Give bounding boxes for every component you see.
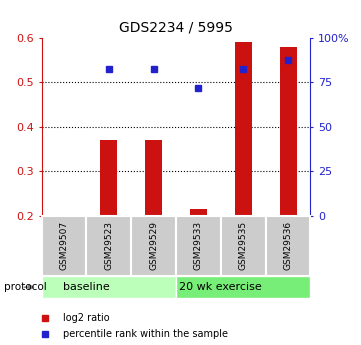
Text: log2 ratio: log2 ratio bbox=[63, 313, 110, 323]
Bar bbox=[100, 140, 117, 216]
Text: percentile rank within the sample: percentile rank within the sample bbox=[63, 329, 228, 339]
Bar bbox=[42, 216, 86, 276]
Bar bbox=[176, 276, 310, 298]
Text: GSM29507: GSM29507 bbox=[60, 221, 69, 270]
Text: GSM29533: GSM29533 bbox=[194, 221, 203, 270]
Bar bbox=[131, 216, 176, 276]
Bar bbox=[176, 216, 221, 276]
Text: GSM29529: GSM29529 bbox=[149, 221, 158, 270]
Bar bbox=[235, 42, 252, 216]
Text: 20 wk exercise: 20 wk exercise bbox=[179, 282, 262, 292]
Bar bbox=[86, 216, 131, 276]
Text: baseline: baseline bbox=[63, 282, 110, 292]
Bar bbox=[42, 276, 176, 298]
Text: GSM29523: GSM29523 bbox=[104, 221, 113, 270]
Bar bbox=[279, 47, 297, 216]
Title: GDS2234 / 5995: GDS2234 / 5995 bbox=[119, 20, 233, 34]
Bar bbox=[190, 209, 207, 216]
Text: GSM29535: GSM29535 bbox=[239, 221, 248, 270]
Bar bbox=[221, 216, 266, 276]
Bar bbox=[266, 216, 310, 276]
Text: protocol: protocol bbox=[4, 282, 46, 292]
Bar bbox=[145, 140, 162, 216]
Text: GSM29536: GSM29536 bbox=[283, 221, 292, 270]
